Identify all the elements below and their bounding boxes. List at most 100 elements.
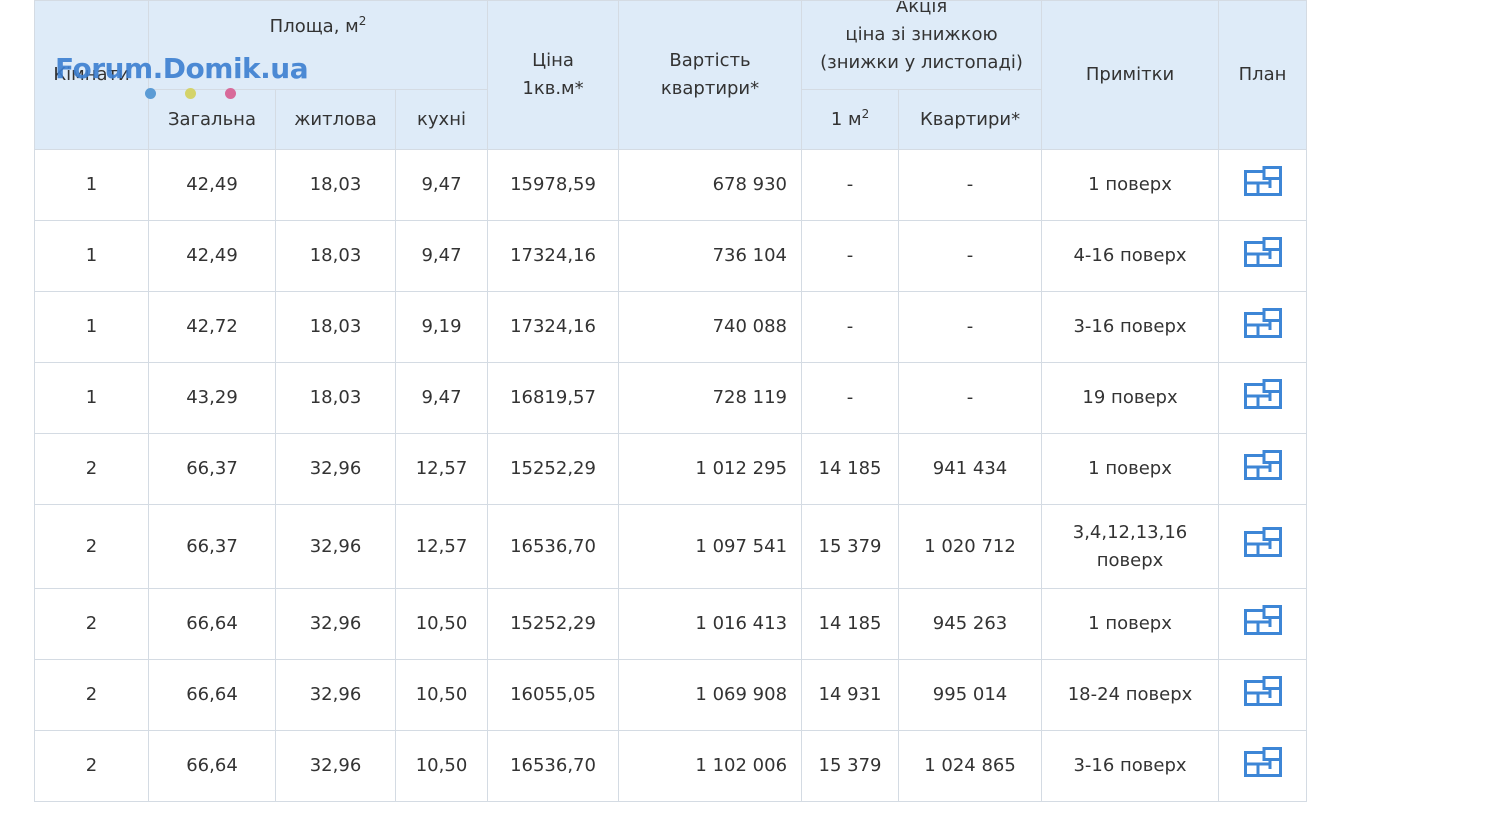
cell-promo-m2: - <box>801 362 900 434</box>
forum-domik-watermark: Forum.Domik.ua <box>55 52 309 85</box>
header-notes: Примітки <box>1041 0 1220 150</box>
floor-plan-icon[interactable] <box>1243 527 1282 557</box>
header-plan: План <box>1218 0 1308 150</box>
cell-promo-m2: - <box>801 291 900 363</box>
cell-rooms: 1 <box>34 362 149 434</box>
cell-notes-line: поверх <box>1096 549 1164 571</box>
cell-rooms: 2 <box>34 730 149 802</box>
header-area: Площа, м2 <box>147 0 489 90</box>
floor-plan-icon[interactable] <box>1243 165 1282 196</box>
floor-plan-icon[interactable] <box>1243 307 1282 338</box>
cell-notes-line: 3,4,12,13,16 <box>1072 521 1188 543</box>
watermark-dot <box>185 88 196 99</box>
table-body: 1 42,49 18,03 9,47 15978,59 678 930- -1 поверх… <box>34 149 1308 802</box>
cell-area-total: 66,37 <box>148 433 276 505</box>
cell-price-per-m2: 16536,70 <box>487 730 620 802</box>
cell-area-total: 43,29 <box>148 362 276 434</box>
table-row: 2 66,37 32,96 12,57 15252,29 1 012 295 14 185 9… <box>34 433 1308 505</box>
cell-price-per-m2: 17324,16 <box>487 291 620 363</box>
cell-promo-apartment: 995 014 <box>898 659 1043 731</box>
cell-area-kitchen: 12,57 <box>394 504 489 589</box>
cell-apartment-cost: 1 016 413 <box>618 588 803 660</box>
cell-area-living: 32,96 <box>275 504 396 589</box>
header-area-living: житлова <box>275 89 396 150</box>
cell-plan <box>1218 504 1308 589</box>
cell-apartment-cost: 728 119 <box>618 362 803 434</box>
cell-rooms: 2 <box>34 659 149 731</box>
cell-notes: 1 поверх <box>1041 588 1220 660</box>
cell-plan <box>1218 730 1308 802</box>
cell-price-per-m2: 16819,57 <box>487 362 620 434</box>
cell-plan <box>1218 149 1308 221</box>
cell-area-total: 42,72 <box>148 291 276 363</box>
header-promo-m2: 1 м2 <box>801 89 900 150</box>
cell-apartment-cost: 1 012 295 <box>618 433 803 505</box>
cell-price-per-m2: 15252,29 <box>487 433 620 505</box>
cell-area-living: 32,96 <box>275 433 396 505</box>
cell-price-per-m2: 15978,59 <box>487 149 620 221</box>
cell-notes: 3-16 поверх <box>1041 730 1220 802</box>
cell-plan <box>1218 433 1308 505</box>
cell-apartment-cost: 1 102 006 <box>618 730 803 802</box>
cell-promo-m2: 14 185 <box>801 433 900 505</box>
table-row: 1 43,29 18,03 9,47 16819,57 728 119- -19 повер… <box>34 362 1308 434</box>
cell-area-kitchen: 9,47 <box>394 362 489 434</box>
cell-rooms: 1 <box>34 149 149 221</box>
cell-area-total: 42,49 <box>148 220 276 292</box>
cell-plan <box>1218 220 1308 292</box>
cell-area-living: 18,03 <box>275 291 396 363</box>
table-row: 2 66,64 32,96 10,50 15252,29 1 016 413 14 185 9… <box>34 588 1308 660</box>
floor-plan-icon[interactable] <box>1243 604 1282 635</box>
cell-notes: 4-16 поверх <box>1041 220 1220 292</box>
watermark-dots <box>145 88 245 100</box>
header-apartment-cost: Вартість квартири* <box>618 0 803 150</box>
cell-promo-m2: 14 185 <box>801 588 900 660</box>
cell-rooms: 2 <box>34 504 149 589</box>
header-rooms: Кімнати <box>34 0 149 150</box>
cell-apartment-cost: 678 930 <box>618 149 803 221</box>
cell-area-total: 66,37 <box>148 504 276 589</box>
cell-notes: 19 поверх <box>1041 362 1220 434</box>
cell-area-kitchen: 12,57 <box>394 433 489 505</box>
watermark-dot <box>225 88 236 99</box>
cell-area-living: 32,96 <box>275 659 396 731</box>
cell-price-per-m2: 16536,70 <box>487 504 620 589</box>
cell-rooms: 1 <box>34 220 149 292</box>
cell-area-kitchen: 10,50 <box>394 659 489 731</box>
cell-plan <box>1218 291 1308 363</box>
cell-area-total: 66,64 <box>148 730 276 802</box>
cell-promo-apartment: - <box>898 149 1043 221</box>
header-area-total: Загальна <box>148 89 276 150</box>
apartment-price-table: Кімнати Площа, м2 Ціна 1кв.м* Вартість ква… <box>34 0 1308 802</box>
table-row: 1 42,72 18,03 9,19 17324,16 740 088- -3-16 пов… <box>34 291 1308 363</box>
floor-plan-icon[interactable] <box>1243 449 1282 480</box>
cell-promo-m2: - <box>801 149 900 221</box>
cell-apartment-cost: 740 088 <box>618 291 803 363</box>
cell-rooms: 2 <box>34 588 149 660</box>
cell-area-kitchen: 9,47 <box>394 220 489 292</box>
cell-promo-m2: 15 379 <box>801 730 900 802</box>
table-row: 2 66,64 32,96 10,50 16536,70 1 102 006 15 379 1… <box>34 730 1308 802</box>
table-row: 2 66,64 32,96 10,50 16055,05 1 069 908 14 931 9… <box>34 659 1308 731</box>
cell-promo-apartment: 945 263 <box>898 588 1043 660</box>
cell-area-living: 32,96 <box>275 730 396 802</box>
cell-promo-apartment: - <box>898 291 1043 363</box>
cell-promo-apartment: 1 020 712 <box>898 504 1043 589</box>
floor-plan-icon[interactable] <box>1243 746 1282 777</box>
cell-area-living: 32,96 <box>275 588 396 660</box>
header-area-kitchen: кухні <box>394 89 489 150</box>
cell-area-total: 66,64 <box>148 588 276 660</box>
cell-notes: 3-16 поверх <box>1041 291 1220 363</box>
cell-area-living: 18,03 <box>275 220 396 292</box>
floor-plan-icon[interactable] <box>1243 675 1282 706</box>
cell-area-kitchen: 10,50 <box>394 588 489 660</box>
cell-apartment-cost: 736 104 <box>618 220 803 292</box>
watermark-dot <box>145 88 156 99</box>
cell-rooms: 1 <box>34 291 149 363</box>
floor-plan-icon[interactable] <box>1243 378 1282 409</box>
floor-plan-icon[interactable] <box>1243 236 1282 267</box>
cell-rooms: 2 <box>34 433 149 505</box>
cell-plan <box>1218 659 1308 731</box>
cell-area-living: 18,03 <box>275 149 396 221</box>
table-row: 2 66,37 32,96 12,57 16536,70 1 097 541 15 379 1… <box>34 504 1308 589</box>
